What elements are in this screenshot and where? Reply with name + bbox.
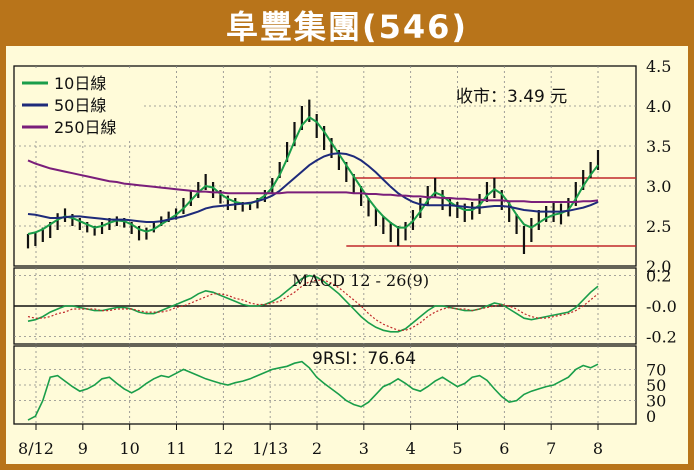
macd-tick-label: 0.2 — [646, 267, 671, 286]
x-tick-label: 9 — [78, 439, 88, 458]
x-tick-label: 11 — [166, 439, 186, 458]
macd-tick-label: -0.0 — [646, 297, 677, 316]
rsi-line — [27, 360, 599, 421]
x-tick-labels: 8/12 9 10 11 12 1/13 2 3 4 5 6 7 8 — [18, 439, 603, 458]
price-tick-label: 2.0 — [646, 257, 671, 276]
title-bar: 阜豐集團(546) — [0, 0, 694, 46]
rsi-label: 9RSI：76.64 — [312, 349, 416, 369]
rsi-tick-label: 0 — [646, 407, 656, 426]
x-tick-label: 2 — [312, 439, 322, 458]
ma250-line — [27, 159, 599, 203]
macd-tick-label: -0.2 — [646, 327, 677, 346]
ma50-line — [27, 152, 599, 223]
price-tick-label: 4.0 — [646, 97, 671, 116]
legend-label-250: 250日線 — [54, 118, 117, 137]
x-tick-label: 12 — [213, 439, 233, 458]
price-layer — [26, 99, 636, 254]
price-tick-label: 3.0 — [646, 177, 671, 196]
signal-line — [27, 279, 599, 331]
rsi-tick-label: 50 — [646, 376, 666, 395]
macd-label: MACD 12 - 26(9) — [292, 271, 429, 290]
x-tick-label: 5 — [452, 439, 462, 458]
macd-layer — [27, 274, 599, 333]
legend-label-50: 50日線 — [54, 96, 106, 115]
price-tick-label: 3.5 — [646, 137, 671, 156]
legend: 10日線 50日線 250日線 — [16, 70, 144, 138]
rsi-tick-label: 30 — [646, 392, 666, 411]
price-tick-label: 4.5 — [646, 57, 671, 76]
chart-area: 4.5 4.0 3.5 3.0 2.5 2.0 0.2 -0.0 -0.2 70 50 30 0 8/1… — [6, 46, 688, 464]
x-tick-label: 10 — [119, 439, 139, 458]
close-price-label: 收市：3.49 元 — [456, 87, 567, 107]
chart-title: 阜豐集團(546) — [225, 8, 469, 46]
x-tick-label: 3 — [359, 439, 369, 458]
x-tick-label: 7 — [546, 439, 556, 458]
legend-label-10: 10日線 — [54, 74, 106, 93]
x-tick-label: 4 — [406, 439, 416, 458]
rsi-tick-label: 70 — [646, 360, 666, 379]
x-tick-label: 8/12 — [18, 439, 54, 458]
rsi-layer — [27, 360, 599, 421]
price-tick-label: 2.5 — [646, 217, 671, 236]
x-tick-label: 1/13 — [252, 439, 288, 458]
x-tick-label: 6 — [499, 439, 509, 458]
x-tick-label: 8 — [593, 439, 603, 458]
ma10-line — [27, 115, 599, 235]
